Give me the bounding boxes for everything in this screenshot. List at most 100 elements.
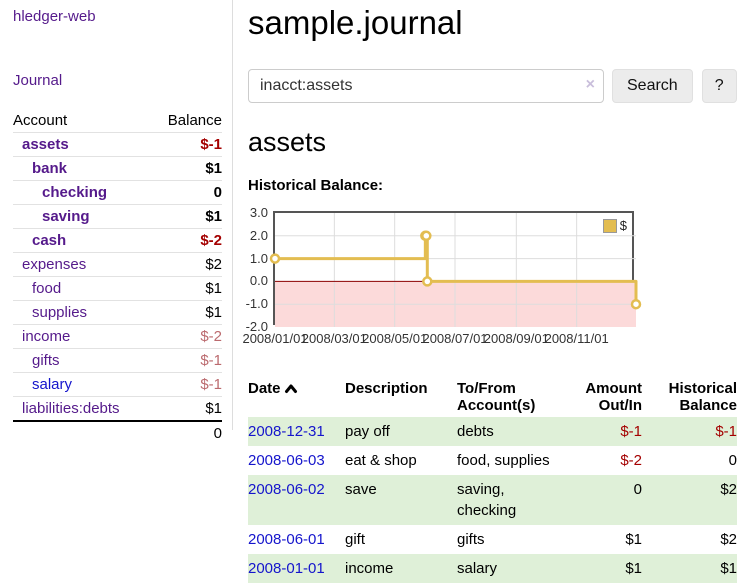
transaction-historical-balance: 0 [728,452,737,469]
account-link[interactable]: supplies [32,304,88,321]
legend-label: $ [619,218,627,233]
transaction-accounts: debts [457,423,494,440]
account-row: food $1 [13,276,222,301]
sidebar-item-journal[interactable]: Journal [13,72,63,89]
x-axis-tick-label: 2008/11/01 [544,331,609,346]
account-link[interactable]: gifts [32,352,60,369]
transaction-accounts: gifts [457,531,485,548]
register-header-date[interactable]: Date [248,377,345,417]
register-header-accounts[interactable]: To/From Account(s) [457,380,536,414]
account-link[interactable]: assets [22,136,69,153]
account-row: assets $-1 [13,132,222,157]
account-row: supplies $1 [13,300,222,325]
account-row: checking 0 [13,180,222,205]
register-header-description[interactable]: Description [345,380,428,397]
transaction-amount: 0 [633,481,642,498]
register-header-amount[interactable]: Amount Out/In [585,380,642,414]
transaction-description: income [345,560,394,577]
help-button[interactable]: ? [701,69,737,103]
account-balance: $-1 [151,132,222,157]
balance-chart: $ 3.0 2.0 1.0 0.0 -1.0 -2.0 2008/01/01 2008/03/… [242,206,642,346]
transaction-description: eat & shop [345,452,417,469]
account-balance: $1 [151,156,222,181]
transaction-date-link[interactable]: 2008-06-02 [248,481,325,498]
account-balance: $-1 [151,348,222,373]
account-balance: $2 [151,252,222,277]
account-link[interactable]: salary [32,376,73,393]
transaction-amount: $-1 [620,423,642,440]
brand-link[interactable]: hledger-web [13,8,96,25]
clear-search-icon[interactable]: × [585,76,595,93]
chart-legend: $ [602,218,627,233]
account-row: bank $1 [13,156,222,181]
account-link[interactable]: liabilities:debts [22,400,120,417]
account-link[interactable]: income [22,328,71,345]
page-title: sample.journal [248,4,463,41]
search-form: × Search ? [248,69,737,103]
y-axis-tick-label: 0.0 [249,273,268,289]
account-link[interactable]: expenses [22,256,87,273]
y-axis-tick-label: 3.0 [249,205,268,220]
account-balance: $-2 [151,324,222,349]
register-header-historical[interactable]: Historical Balance [668,380,737,414]
sort-ascending-icon [284,381,298,398]
transaction-accounts: saving, checking [457,481,517,519]
x-axis-tick-label: 2008/01/01 [242,331,308,346]
transaction-date-link[interactable]: 2008-06-01 [248,531,325,548]
accounts-total-value: 0 [151,420,222,445]
account-balance: $1 [151,396,222,421]
legend-swatch-icon [602,218,617,233]
search-button[interactable]: Search [612,69,693,103]
account-balance: $1 [151,300,222,325]
transaction-historical-balance: $2 [720,481,737,498]
transaction-accounts: salary [457,560,498,577]
account-link[interactable]: cash [32,232,67,249]
data-point-marker [269,253,281,264]
accounts-table: Account Balance assets $-1 bank $1 checking 0… [13,109,222,445]
transaction-amount: $-2 [620,452,642,469]
account-row: salary $-1 [13,372,222,397]
register-row: 2008-12-31 pay off debts $-1 $-1 [248,417,737,446]
transaction-accounts: food, supplies [457,452,550,469]
account-balance: $1 [151,276,222,301]
account-link[interactable]: bank [32,160,68,177]
transaction-date-link[interactable]: 2008-01-01 [248,560,325,577]
account-row: income $-2 [13,324,222,349]
transaction-date-link[interactable]: 2008-12-31 [248,423,325,440]
x-axis-tick-label: 2008/07/01 [422,331,488,346]
account-link[interactable]: checking [42,184,108,201]
chart-title: Historical Balance: [248,177,384,194]
x-axis-tick-label: 2008/05/01 [362,331,428,346]
account-balance: $-1 [151,372,222,397]
transaction-historical-balance: $1 [720,560,737,577]
transaction-description: save [345,481,377,498]
x-axis-tick-label: 2008/03/01 [301,331,367,346]
search-input-wrapper: × [248,69,604,103]
y-axis-tick-label: 2.0 [249,227,268,243]
account-link[interactable]: saving [42,208,90,225]
register-row: 2008-06-01 gift gifts $1 $2 [248,525,737,554]
account-row: cash $-2 [13,228,222,253]
transaction-historical-balance: $-1 [715,423,737,440]
account-row: expenses $2 [13,252,222,277]
transaction-historical-balance: $2 [720,531,737,548]
account-balance: $1 [151,204,222,229]
account-balance: 0 [151,180,222,205]
search-input[interactable] [248,69,604,103]
account-link[interactable]: food [32,280,62,297]
accounts-header-balance: Balance [167,112,222,129]
register-table: Date Description To/From Account(s) Amou… [248,377,737,583]
main-content: sample.journal × Search ? assets Histori… [242,0,737,583]
transaction-description: gift [345,531,366,548]
account-heading: assets [248,127,327,157]
transaction-date-link[interactable]: 2008-06-03 [248,452,325,469]
register-row: 2008-06-03 eat & shop food, supplies $-2 0 [248,446,737,475]
data-point-marker [630,298,642,310]
account-balance: $-2 [151,228,222,253]
x-axis-tick-label: 2008/09/01 [483,331,549,346]
chart-canvas [269,213,642,327]
accounts-total-row: 0 [13,420,222,445]
y-axis-tick-label: -2.0 [245,319,268,334]
register-row: 2008-01-01 income salary $1 $1 [248,554,737,583]
sidebar: hledger-web Journal Account Balance asse… [0,0,233,445]
